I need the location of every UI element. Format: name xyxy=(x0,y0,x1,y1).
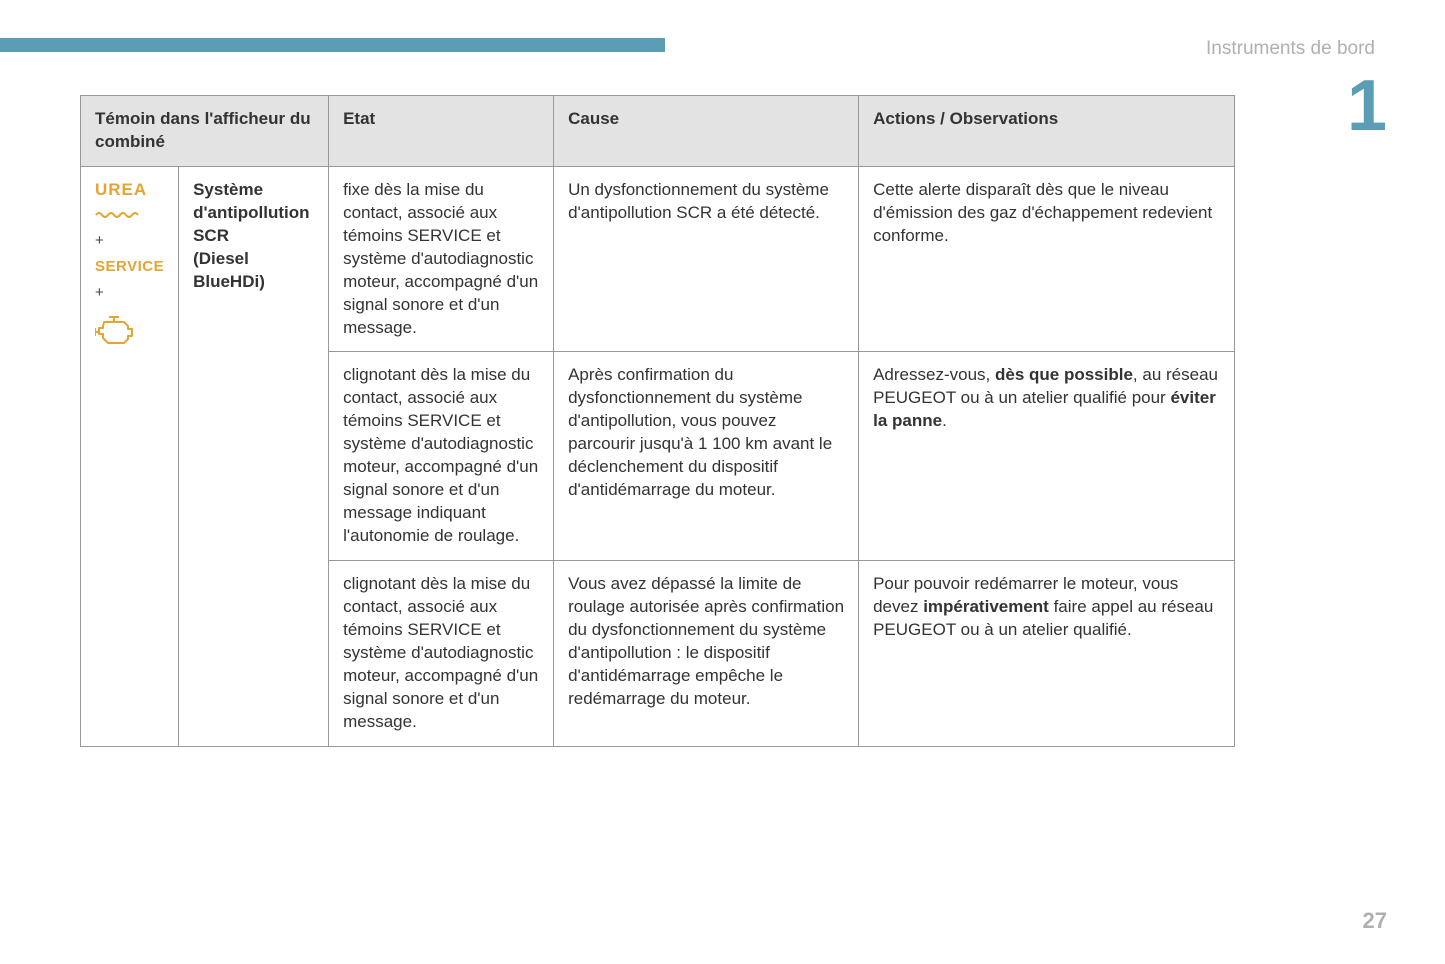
col-header-temoin: Témoin dans l'afficheur du combiné xyxy=(81,96,329,167)
actions-cell: Cette alerte disparaît dès que le niveau… xyxy=(859,166,1235,352)
cause-cell: Un dysfonctionnement du système d'antipo… xyxy=(554,166,859,352)
actions-text: . xyxy=(942,411,947,430)
actions-cell: Adressez-vous, dès que possible, au rése… xyxy=(859,352,1235,561)
cause-cell: Après confirmation du dysfonctionnement … xyxy=(554,352,859,561)
cause-cell: Vous avez dépassé la limite de roulage a… xyxy=(554,560,859,746)
table-row: UREA + SERVICE + Système d'antipollution… xyxy=(81,166,1235,352)
etat-cell: fixe dès la mise du contact, associé aux… xyxy=(329,166,554,352)
urea-icon: UREA xyxy=(95,179,164,202)
warning-label-cell: Système d'antipollution SCR (Diesel Blue… xyxy=(179,166,329,746)
plus-icon: + xyxy=(95,283,164,303)
system-subtitle: (Diesel BlueHDi) xyxy=(193,249,265,291)
warning-icons-cell: UREA + SERVICE + xyxy=(81,166,179,746)
urea-wave-icon xyxy=(95,210,141,218)
section-title: Instruments de bord xyxy=(1206,38,1375,60)
top-accent-bar xyxy=(0,38,665,52)
col-header-etat: Etat xyxy=(329,96,554,167)
system-name: Système d'antipollution SCR xyxy=(193,180,309,245)
plus-icon: + xyxy=(95,231,164,251)
warning-lights-table: Témoin dans l'afficheur du combiné Etat … xyxy=(80,95,1235,747)
page-number: 27 xyxy=(1363,908,1387,934)
chapter-number: 1 xyxy=(1347,70,1387,142)
service-icon: SERVICE xyxy=(95,257,164,277)
etat-cell: clignotant dès la mise du contact, assoc… xyxy=(329,560,554,746)
table-header-row: Témoin dans l'afficheur du combiné Etat … xyxy=(81,96,1235,167)
actions-cell: Pour pouvoir redémarrer le moteur, vous … xyxy=(859,560,1235,746)
actions-bold: dès que possible xyxy=(995,365,1133,384)
col-header-actions: Actions / Observations xyxy=(859,96,1235,167)
actions-text: Adressez-vous, xyxy=(873,365,995,384)
engine-icon xyxy=(95,314,135,346)
etat-cell: clignotant dès la mise du contact, assoc… xyxy=(329,352,554,561)
actions-bold: impérativement xyxy=(923,597,1049,616)
col-header-cause: Cause xyxy=(554,96,859,167)
